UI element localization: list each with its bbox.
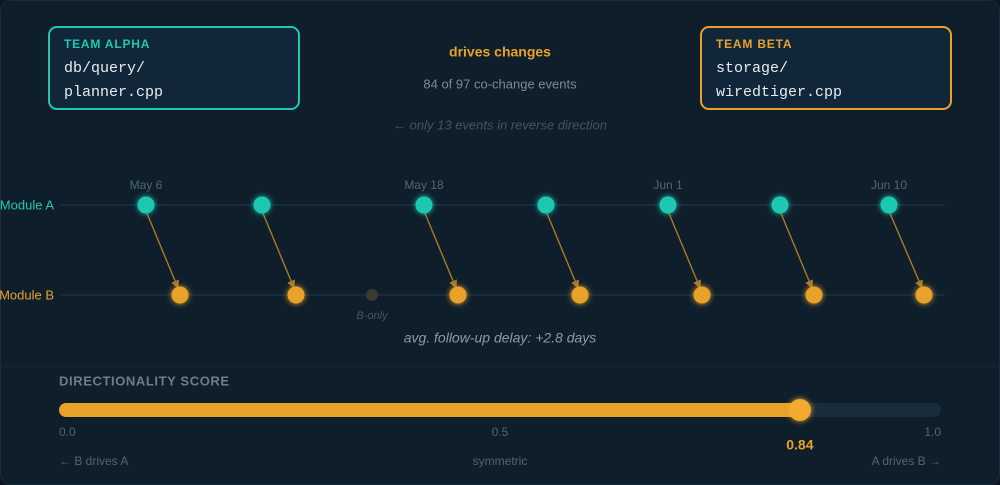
relation-title: drives changes [449, 44, 551, 60]
module-b-event [171, 286, 189, 304]
team-label: TEAM ALPHA [64, 37, 150, 51]
score-value: 0.84 [786, 437, 813, 453]
module-b-event [693, 286, 711, 304]
module-a-event [771, 196, 789, 214]
score-tick-label: 0.5 [492, 425, 509, 439]
score-fill [59, 403, 800, 417]
file-path: db/query/ [64, 60, 145, 77]
module-b-event [915, 286, 933, 304]
follow-arrow [423, 210, 457, 289]
score-caption: A drives B → [872, 454, 941, 468]
module-b-event [449, 286, 467, 304]
module-b-event [805, 286, 823, 304]
team-alpha-box [48, 26, 300, 110]
module-a-event [253, 196, 271, 214]
row-label: Module B [0, 287, 54, 302]
team-beta-box [700, 26, 952, 110]
date-label: May 18 [404, 178, 444, 192]
score-caption: ← B drives A [59, 454, 128, 468]
relation-subtitle: 84 of 97 co-change events [423, 76, 577, 91]
date-label: Jun 1 [653, 178, 683, 192]
module-b-event [571, 286, 589, 304]
file-path: planner.cpp [64, 84, 163, 101]
follow-arrow [779, 210, 813, 289]
follow-arrow [667, 210, 701, 289]
module-a-event [880, 196, 898, 214]
b-only-label: B-only [356, 310, 389, 322]
b-only-event [366, 289, 378, 301]
score-tick-label: 0.0 [59, 425, 76, 439]
module-a-event [415, 196, 433, 214]
follow-arrow [145, 210, 179, 289]
score-title: DIRECTIONALITY SCORE [59, 373, 230, 388]
file-path: wiredtiger.cpp [716, 84, 842, 101]
module-a-event [137, 196, 155, 214]
module-a-event [537, 196, 555, 214]
date-label: Jun 10 [871, 178, 907, 192]
score-knob [788, 399, 811, 421]
module-b-event [287, 286, 305, 304]
score-caption: symmetric [473, 454, 528, 468]
follow-arrow [261, 210, 295, 289]
date-label: May 6 [130, 178, 163, 192]
delay-note: avg. follow-up delay: +2.8 days [404, 330, 597, 346]
module-a-event [659, 196, 677, 214]
team-label: TEAM BETA [716, 37, 792, 51]
reverse-note: ← only 13 events in reverse direction [393, 117, 607, 132]
follow-arrow [888, 210, 923, 289]
score-tick-label: 1.0 [924, 425, 941, 439]
follow-arrow [545, 210, 579, 289]
file-path: storage/ [716, 60, 788, 77]
row-label: Module A [0, 197, 54, 212]
